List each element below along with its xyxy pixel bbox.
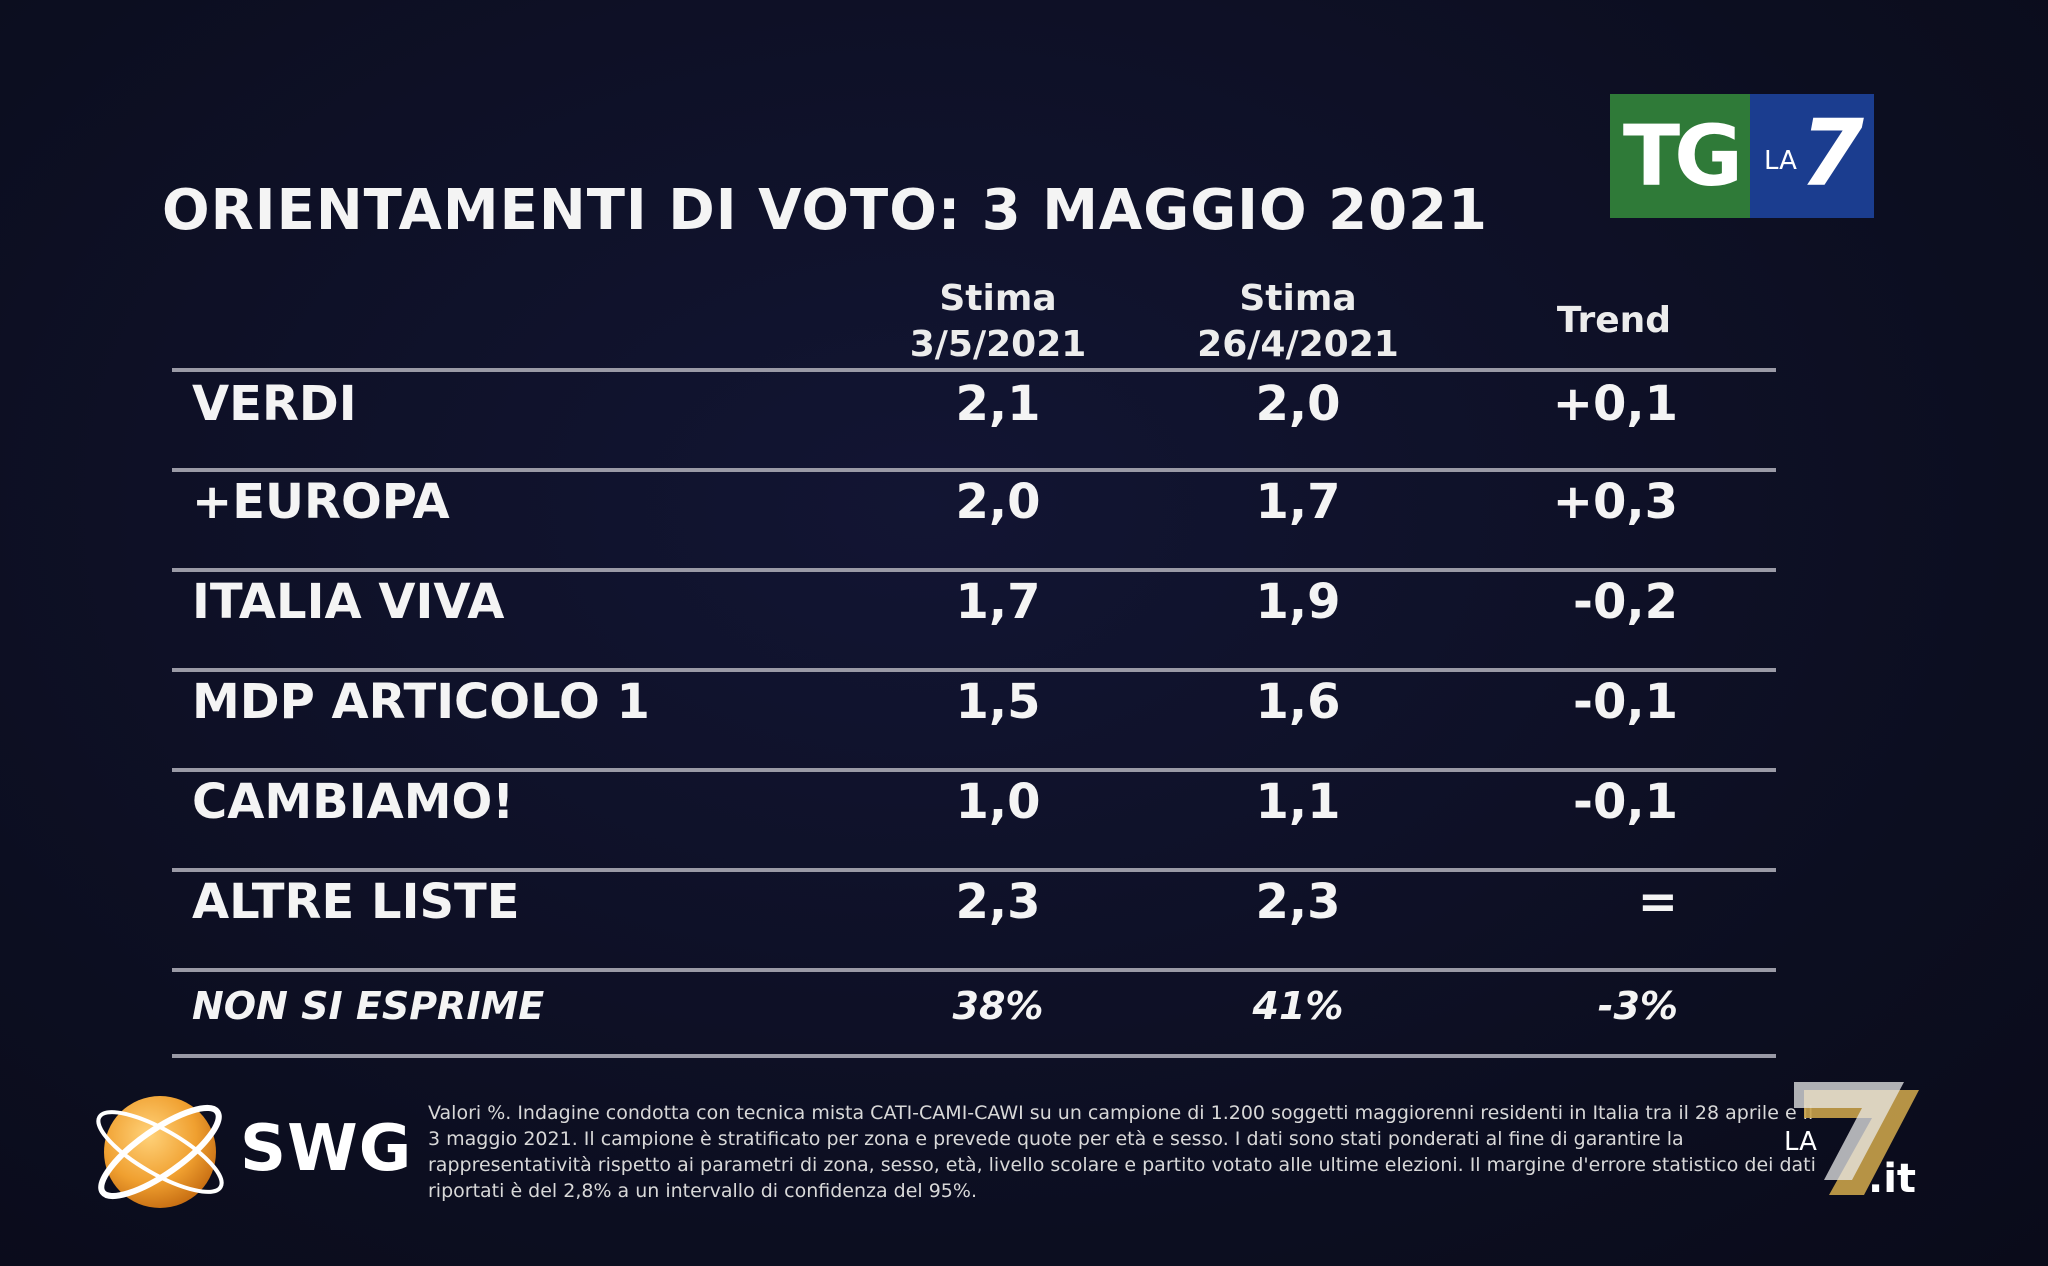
row-party-label: VERDI <box>192 376 357 432</box>
row-trend-value: -0,1 <box>1573 674 1678 730</box>
row-previous-value: 1,7 <box>1255 474 1341 530</box>
page-title: ORIENTAMENTI DI VOTO: 3 MAGGIO 2021 <box>162 178 1488 243</box>
la7-it-logo: LA .it <box>1784 1082 1919 1200</box>
row-trend-value: -0,1 <box>1573 774 1678 830</box>
row-previous-value: 2,0 <box>1255 376 1341 432</box>
column-header-previous-line2: 26/4/2021 <box>1197 324 1399 365</box>
row-trend-value: +0,1 <box>1552 376 1678 432</box>
la7it-it-text: .it <box>1868 1156 1916 1200</box>
table-divider <box>172 1054 1776 1058</box>
column-header-previous-line1: Stima <box>1239 278 1357 319</box>
column-header-current: Stima 3/5/2021 <box>898 276 1098 368</box>
swg-logo-text: SWG <box>240 1112 413 1186</box>
la-logo-text: LA <box>1764 146 1797 176</box>
table-divider <box>172 968 1776 972</box>
row-trend-value: = <box>1637 874 1678 930</box>
table-divider <box>172 768 1776 772</box>
table-divider <box>172 368 1776 372</box>
column-header-trend: Trend <box>1556 300 1672 341</box>
tg-la7-logo: TG LA 7 <box>1610 94 1874 218</box>
row-party-label: +EUROPA <box>192 474 450 530</box>
seven-logo-text: 7 <box>1800 100 1865 207</box>
table-divider <box>172 868 1776 872</box>
tg-logo-text: TG <box>1610 94 1750 218</box>
row-current-value: 2,1 <box>955 376 1041 432</box>
la7-logo-block: LA 7 <box>1750 94 1874 218</box>
row-current-value: 2,0 <box>955 474 1041 530</box>
swg-globe-icon <box>96 1096 224 1208</box>
row-party-label: ALTRE LISTE <box>192 874 520 930</box>
row-current-value: 2,3 <box>955 874 1041 930</box>
column-header-previous: Stima 26/4/2021 <box>1188 276 1408 368</box>
row-trend-value: -0,2 <box>1573 574 1678 630</box>
table-divider <box>172 668 1776 672</box>
column-header-current-line2: 3/5/2021 <box>909 324 1087 365</box>
row-previous-value: 41% <box>1252 984 1344 1028</box>
row-party-label: NON SI ESPRIME <box>192 984 545 1028</box>
row-trend-value: +0,3 <box>1552 474 1678 530</box>
row-party-label: MDP ARTICOLO 1 <box>192 674 650 730</box>
table-divider <box>172 568 1776 572</box>
column-header-current-line1: Stima <box>939 278 1057 319</box>
row-current-value: 1,5 <box>955 674 1041 730</box>
row-trend-value: -3% <box>1597 984 1678 1028</box>
la7it-la-text: LA <box>1784 1127 1817 1157</box>
row-party-label: ITALIA VIVA <box>192 574 505 630</box>
row-current-value: 38% <box>952 984 1044 1028</box>
row-previous-value: 2,3 <box>1255 874 1341 930</box>
row-current-value: 1,7 <box>955 574 1041 630</box>
row-party-label: CAMBIAMO! <box>192 774 515 830</box>
row-current-value: 1,0 <box>955 774 1041 830</box>
row-previous-value: 1,1 <box>1255 774 1341 830</box>
row-previous-value: 1,6 <box>1255 674 1341 730</box>
table-divider <box>172 468 1776 472</box>
row-previous-value: 1,9 <box>1255 574 1341 630</box>
methodology-note: Valori %. Indagine condotta con tecnica … <box>428 1102 1816 1202</box>
